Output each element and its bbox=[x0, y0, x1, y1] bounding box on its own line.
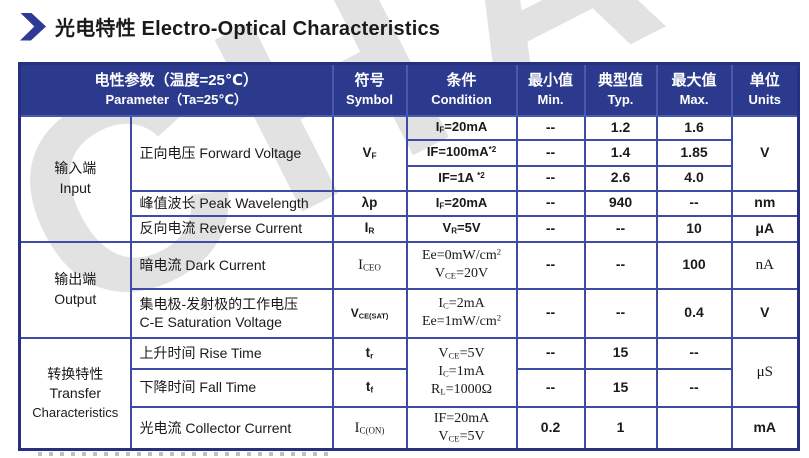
symbol-vf: VF bbox=[331, 114, 408, 192]
min-value: -- bbox=[515, 367, 586, 408]
min-value: -- bbox=[515, 138, 586, 167]
max-value: 1.6 bbox=[655, 114, 733, 141]
section-title-bar: 光电特性 Electro-Optical Characteristics bbox=[20, 12, 440, 41]
unit-ua: μA bbox=[730, 214, 800, 243]
chevron-right-icon bbox=[20, 12, 46, 41]
section-title: 光电特性 Electro-Optical Characteristics bbox=[55, 18, 441, 40]
symbol-tf: tf bbox=[331, 367, 408, 408]
header-min: 最小值 Min. bbox=[515, 62, 586, 117]
cond-dark-current: Ee=0mW/cm2 VCE=20V bbox=[405, 240, 518, 290]
row-peak-wavelength: 峰值波长 Peak Wavelength λp IF=20mA -- 940 -… bbox=[20, 189, 800, 217]
cond-if-1a: IF=1A *2 bbox=[405, 164, 518, 192]
symbol-vcesat: VCE(SAT) bbox=[331, 287, 408, 339]
group-cell-input: 输入端 Input bbox=[18, 114, 132, 243]
cond-rise-fall: VCE=5V IC=1mA RL=1000Ω bbox=[405, 336, 518, 408]
symbol-iceo: ICEO bbox=[331, 240, 408, 290]
row-fall-time: 下降时间 Fall Time tf -- 15 -- bbox=[20, 367, 799, 408]
cond-collector-current: IF=20mA VCE=5V bbox=[405, 405, 518, 451]
min-value: 0.2 bbox=[515, 405, 586, 451]
min-value: -- bbox=[515, 189, 586, 217]
header-max: 最大值 Max. bbox=[655, 62, 733, 117]
unit-nm: nm bbox=[730, 189, 800, 217]
group-cell-output: 输出端 Output bbox=[18, 240, 132, 339]
clipped-footnote-text bbox=[38, 452, 334, 456]
param-peak-wavelength: 峰值波长 Peak Wavelength bbox=[129, 189, 334, 217]
unit-volts: V bbox=[730, 114, 800, 192]
max-value: 10 bbox=[655, 214, 733, 243]
max-value: 4.0 bbox=[655, 164, 733, 192]
unit-us: μS bbox=[730, 336, 800, 408]
param-rise-time: 上升时间 Rise Time bbox=[129, 336, 334, 370]
row-collector-current: 光电流 Collector Current IC(ON) IF=20mA VCE… bbox=[20, 405, 800, 451]
header-parameter-zh: 电性参数（温度=25℃） bbox=[94, 72, 259, 90]
header-parameter: 电性参数（温度=25℃） Parameter（Ta=25℃） bbox=[18, 62, 334, 117]
row-forward-voltage-2: IF=100mA*2 -- 1.4 1.85 bbox=[20, 138, 799, 167]
min-value: -- bbox=[515, 214, 586, 243]
symbol-tr: tr bbox=[331, 336, 408, 370]
typ-value: 1 bbox=[583, 405, 658, 451]
param-forward-voltage: 正向电压 Forward Voltage bbox=[129, 114, 334, 192]
cond-vr-5v: VR=5V bbox=[405, 214, 518, 243]
header-parameter-en: Parameter（Ta=25℃） bbox=[105, 92, 248, 108]
typ-value: 15 bbox=[583, 336, 658, 370]
unit-ma: mA bbox=[730, 405, 800, 451]
param-dark-current: 暗电流 Dark Current bbox=[129, 240, 334, 290]
max-value: -- bbox=[655, 367, 733, 408]
min-value: -- bbox=[515, 164, 586, 192]
typ-value: 940 bbox=[583, 189, 658, 217]
header-row: 电性参数（温度=25℃） Parameter（Ta=25℃） 符号 Symbol… bbox=[18, 62, 800, 117]
param-ce-saturation: 集电极-发射极的工作电压 C-E Saturation Voltage bbox=[129, 287, 334, 339]
group-cell-transfer: 转换特性 Transfer Characteristics bbox=[18, 336, 132, 451]
cond-if-20ma: IF=20mA bbox=[405, 189, 518, 217]
unit-v: V bbox=[730, 287, 800, 339]
typ-value: 1.2 bbox=[583, 114, 658, 141]
typ-value: -- bbox=[583, 214, 658, 243]
characteristics-table: 电性参数（温度=25℃） Parameter（Ta=25℃） 符号 Symbol… bbox=[18, 62, 801, 451]
typ-value: 1.4 bbox=[583, 138, 658, 167]
cond-ce-saturation: IC=2mA Ee=1mW/cm2 bbox=[405, 287, 518, 339]
row-dark-current: 输出端 Output 暗电流 Dark Current ICEO Ee=0mW/… bbox=[18, 240, 800, 339]
typ-value: -- bbox=[583, 287, 658, 339]
row-ce-saturation: 集电极-发射极的工作电压 C-E Saturation Voltage VCE(… bbox=[20, 287, 800, 339]
header-condition: 条件 Condition bbox=[405, 62, 518, 117]
typ-value: -- bbox=[583, 240, 658, 290]
header-units: 单位 Units bbox=[730, 62, 800, 117]
max-value: 1.85 bbox=[655, 138, 733, 167]
unit-na: nA bbox=[730, 240, 800, 290]
row-reverse-current: 反向电流 Reverse Current IR VR=5V -- -- 10 μ… bbox=[20, 214, 800, 243]
cond-if-100ma: IF=100mA*2 bbox=[405, 138, 518, 167]
min-value: -- bbox=[515, 336, 586, 370]
row-forward-voltage-1: 输入端 Input 正向电压 Forward Voltage VF IF=20m… bbox=[18, 114, 800, 243]
param-collector-current: 光电流 Collector Current bbox=[129, 405, 334, 451]
row-rise-time: 转换特性 Transfer Characteristics 上升时间 Rise … bbox=[18, 336, 800, 451]
typ-value: 15 bbox=[583, 367, 658, 408]
symbol-icon: IC(ON) bbox=[331, 405, 408, 451]
max-value: -- bbox=[655, 336, 733, 370]
param-fall-time: 下降时间 Fall Time bbox=[129, 367, 334, 408]
cond-if-20ma: IF=20mA bbox=[405, 114, 518, 141]
max-value: 100 bbox=[655, 240, 733, 290]
header-typ: 典型值 Typ. bbox=[583, 62, 658, 117]
max-value: -- bbox=[655, 189, 733, 217]
min-value: -- bbox=[515, 287, 586, 339]
param-reverse-current: 反向电流 Reverse Current bbox=[129, 214, 334, 243]
symbol-ir: IR bbox=[331, 214, 408, 243]
max-value: 0.4 bbox=[655, 287, 733, 339]
header-symbol: 符号 Symbol bbox=[331, 62, 408, 117]
symbol-lambda-p: λp bbox=[331, 189, 408, 217]
typ-value: 2.6 bbox=[583, 164, 658, 192]
max-value bbox=[655, 405, 733, 451]
row-forward-voltage-3: IF=1A *2 -- 2.6 4.0 bbox=[20, 164, 799, 192]
min-value: -- bbox=[515, 240, 586, 290]
min-value: -- bbox=[515, 114, 586, 141]
